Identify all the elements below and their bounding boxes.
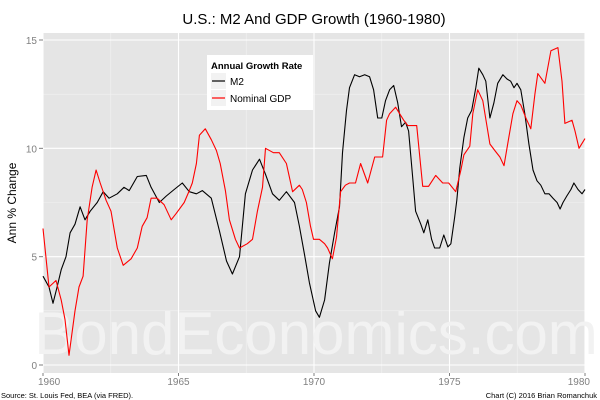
y-axis-label: Ann % Change: [5, 162, 19, 243]
source-note: Source: St. Louis Fed, BEA (via FRED).: [1, 391, 133, 400]
credit-note: Chart (C) 2016 Brian Romanchuk: [486, 391, 598, 400]
series-lines: [42, 47, 586, 356]
legend-label-gdp: Nominal GDP: [230, 94, 291, 105]
x-tick-label: 1975: [438, 377, 461, 388]
axes: 0 5 10 15 1960 1965 1970 1975 1980: [26, 36, 591, 388]
x-tick-label: 1960: [38, 377, 61, 388]
x-tick-label: 1980: [568, 377, 591, 388]
gridlines: [42, 33, 586, 373]
watermark: BondEconomics.com: [34, 300, 598, 367]
x-tick-label: 1965: [167, 377, 190, 388]
y-tick-label: 15: [26, 36, 38, 47]
series-line-m2: [42, 67, 586, 318]
y-tick-label: 5: [31, 253, 37, 264]
y-tick-label: 0: [31, 361, 37, 372]
y-tick-label: 10: [26, 144, 38, 155]
x-tick-label: 1970: [303, 377, 326, 388]
legend: Annual Growth Rate M2 Nominal GDP: [207, 55, 313, 110]
series-line-nominal-gdp: [42, 47, 586, 356]
legend-title: Annual Growth Rate: [211, 61, 302, 72]
chart-title: U.S.: M2 And GDP Growth (1960-1980): [182, 11, 445, 28]
legend-label-m2: M2: [230, 77, 244, 88]
